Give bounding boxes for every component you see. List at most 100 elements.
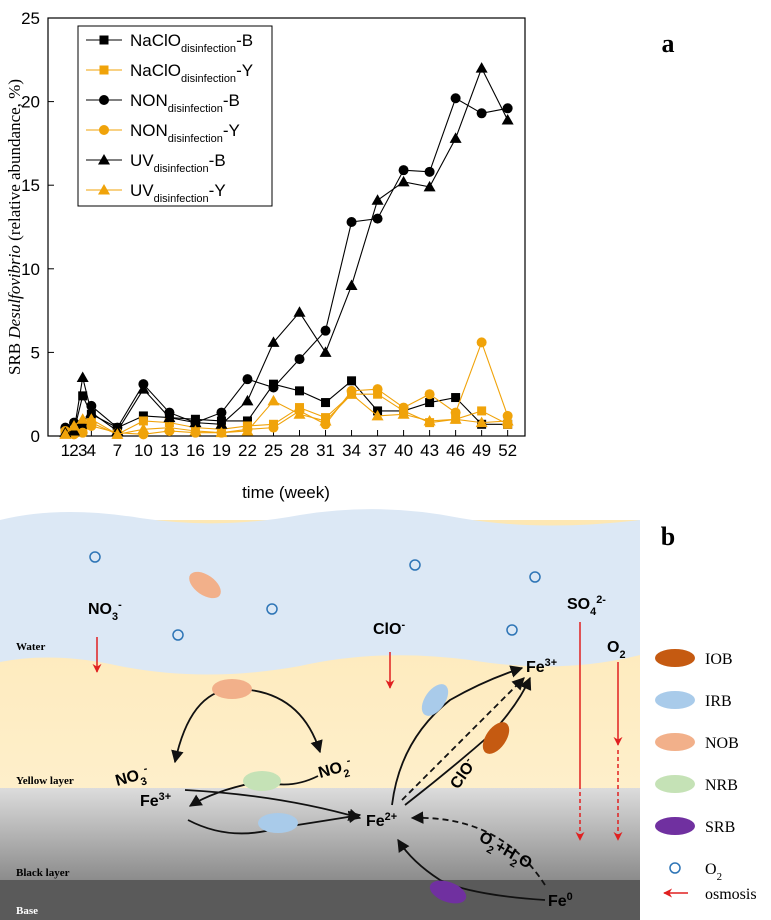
legend-swatch [669,862,681,874]
marker [163,421,176,433]
black-layer [0,788,640,882]
marker [501,113,514,125]
y-label-part: SRB [5,339,24,375]
legend-name: NON [130,91,168,110]
marker [98,154,110,165]
formula-part: NOB [705,735,739,752]
formula: O2 [607,639,626,661]
marker [371,194,384,205]
formula: ClO- [373,619,405,638]
legend-swatch [655,817,695,835]
legend-label: NaClOdisinfection-B [130,31,253,55]
x-tick-label: 13 [160,441,179,460]
legend-subscript: disinfection [168,133,223,145]
marker [295,386,305,396]
x-tick-label: 49 [472,441,491,460]
panel-label: b [661,522,675,551]
marker [450,93,461,104]
formula-part: Fe [366,813,385,830]
marker [397,408,410,419]
legend-name: NaClO [130,61,181,80]
formula-part: NO [114,767,142,790]
marker [76,413,89,424]
marker [99,65,109,75]
marker [85,406,98,418]
formula: NO3- [113,763,152,795]
marker [425,398,435,408]
marker [215,418,228,429]
formula-part: 3 [112,611,118,623]
formula: NO2- [316,755,355,787]
formula-part: 2 [484,844,495,857]
water-layer [0,509,640,675]
marker [68,419,81,431]
x-tick-label: 10 [134,441,153,460]
marker [268,422,279,433]
plot-frame [47,17,526,437]
formula-part: 2 [717,871,722,883]
marker [99,95,109,105]
marker [449,413,462,424]
marker [450,407,461,418]
formula-part: 4 [590,606,596,618]
marker [137,383,150,394]
marker [502,103,513,114]
marker [347,376,357,386]
y-tick-label: 5 [31,343,40,362]
bacteria [189,571,510,904]
marker [423,414,436,426]
legend-box [77,25,273,207]
legend-subscript: disinfection [168,103,223,115]
marker [451,393,461,403]
legend-subscript: disinfection [154,163,209,175]
x-tick-label: 28 [290,441,309,460]
y-tick-label: 15 [21,176,40,195]
marker [475,62,488,73]
legend-name: NaClO [130,31,181,50]
oxygen-bubbles [89,551,541,641]
formula: NOB [705,735,739,752]
marker [99,35,109,45]
legend-suffix: -Y [223,121,240,140]
marker [59,428,72,439]
marker [372,213,383,224]
marker [398,402,409,413]
formula: NO3- [88,599,122,623]
chart-a: a time (week) SRB Desulfovibrio (relativ… [5,9,675,502]
formula: osmosis [705,886,757,903]
x-tick-label: 40 [394,441,413,460]
x-axis-label: time (week) [242,483,330,502]
formula-part: O [705,861,717,878]
marker [424,166,435,177]
marker [371,409,384,421]
diagram-b: b Water Yellow layer Black layer Base [0,509,757,920]
formula-part: - [118,599,122,611]
marker [216,407,227,418]
formula-part: Fe [548,893,567,910]
marker [477,406,487,416]
y-tick-label: 0 [31,427,40,446]
legend-swatch [655,691,695,709]
marker [475,416,488,428]
legend-name: UV [130,151,154,170]
marker [98,184,110,195]
legend-name: UV [130,181,154,200]
legend-label: NONdisinfection-Y [130,121,240,145]
formula-part: SRB [705,819,735,836]
x-tick-label: 7 [113,441,122,460]
x-tick-label: 3 [78,441,87,460]
legend-label: UVdisinfection-Y [130,181,226,205]
marker [345,279,358,291]
formula-part: O [607,639,619,656]
formula-part: 2 [619,649,625,661]
marker [76,371,89,382]
x-tick-label: 46 [446,441,465,460]
legend-suffix: -Y [236,61,253,80]
legend-subscript: disinfection [181,73,236,85]
legend-suffix: -Y [209,181,226,200]
formula-part: Fe [526,659,545,676]
layer-label: Base [16,905,38,917]
marker [163,411,176,423]
legend-swatch [655,775,695,793]
